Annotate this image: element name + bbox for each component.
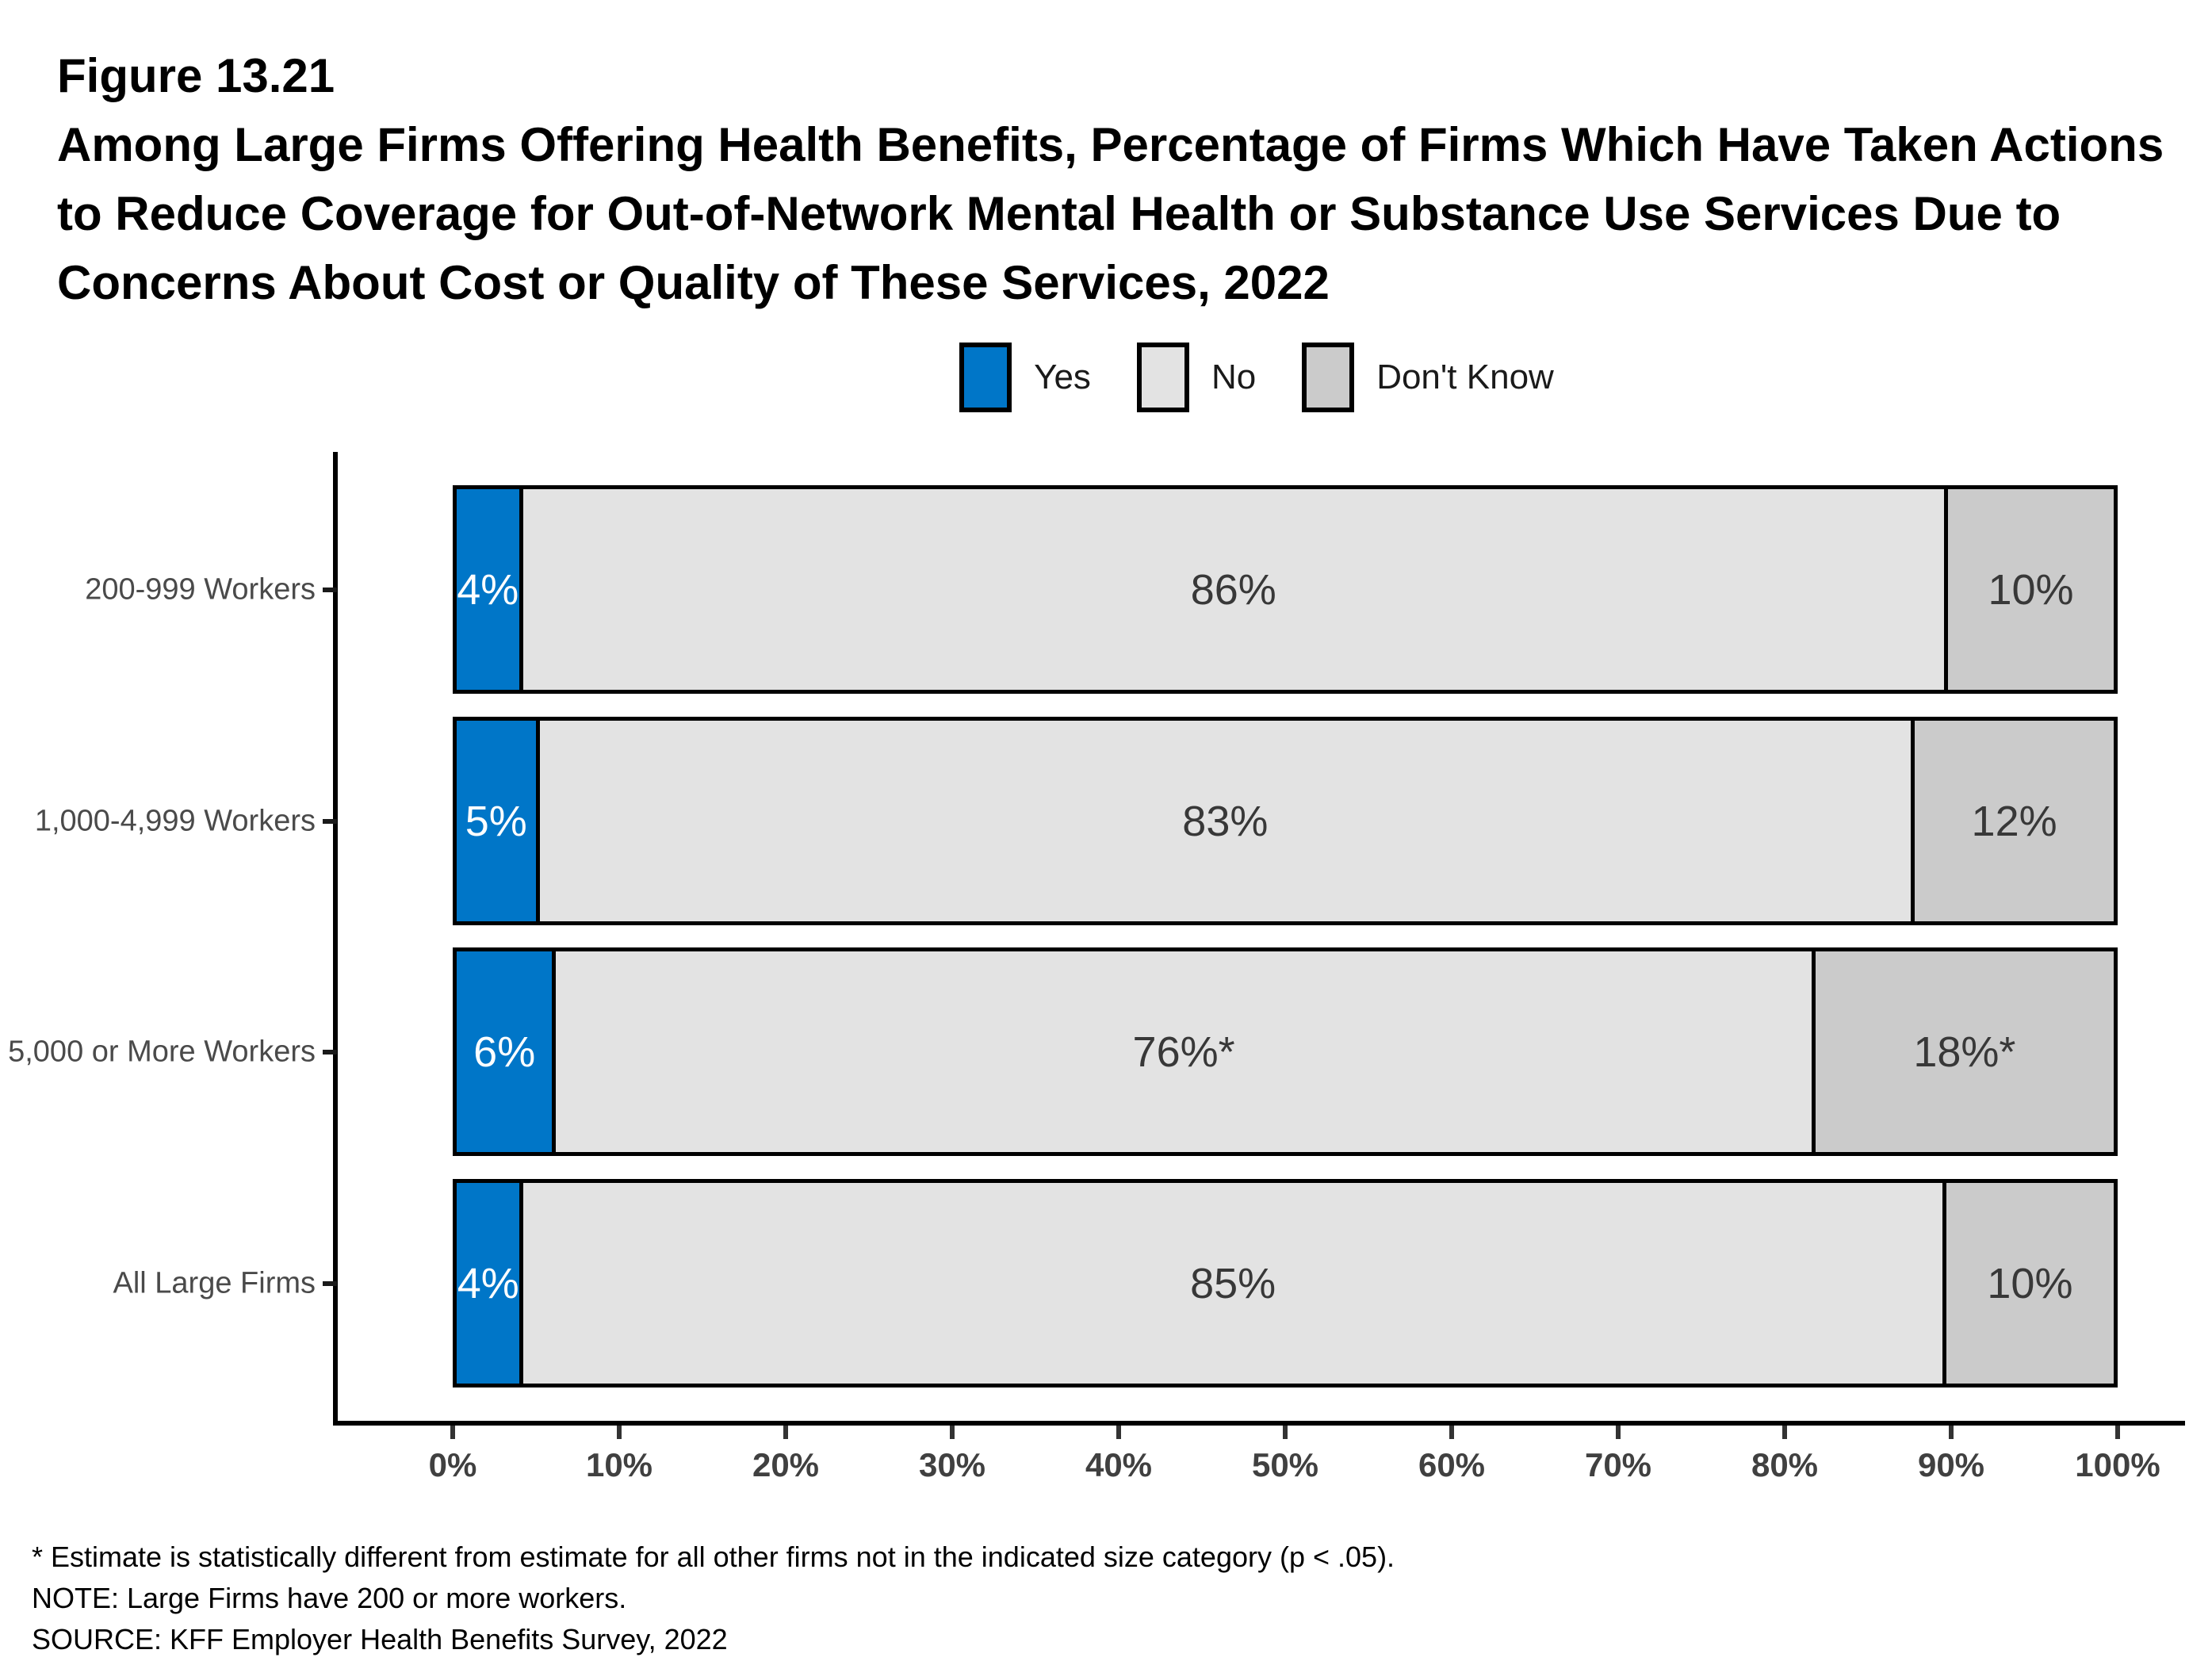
category-label: 200-999 Workers bbox=[85, 572, 316, 606]
legend-label: No bbox=[1211, 358, 1257, 396]
bar-segment-label: 5% bbox=[465, 797, 527, 845]
x-tick-label: 80% bbox=[1751, 1446, 1819, 1483]
bar-segment-no: 85% bbox=[523, 1183, 1946, 1384]
bar-segment-no: 86% bbox=[522, 489, 1948, 690]
bar-row: 1,000-4,999 Workers 5% 83% 12% bbox=[35, 717, 2118, 925]
bar-row: 5,000 or More Workers 6% 76%* 18%* bbox=[8, 947, 2118, 1156]
category-label: 1,000-4,999 Workers bbox=[34, 804, 316, 837]
x-tick-label: 70% bbox=[1584, 1446, 1652, 1483]
category-tick bbox=[323, 1280, 337, 1286]
bar-segment-label: 4% bbox=[457, 565, 519, 614]
bar-segment-yes: 5% bbox=[457, 721, 540, 921]
x-tick-label: 30% bbox=[918, 1446, 986, 1483]
x-axis-line bbox=[333, 1421, 2185, 1426]
bar-segment-label: 85% bbox=[1190, 1259, 1276, 1307]
legend-item-don-t-know: Don't Know bbox=[1302, 343, 1554, 412]
legend-swatch bbox=[959, 343, 1012, 412]
x-tick-mark bbox=[1949, 1426, 1954, 1439]
x-tick-label: 0% bbox=[428, 1446, 477, 1483]
bar-segment-label: 86% bbox=[1190, 565, 1276, 614]
x-tick-mark bbox=[1782, 1426, 1787, 1439]
x-tick-mark bbox=[1616, 1426, 1621, 1439]
legend-item-yes: Yes bbox=[959, 343, 1091, 412]
footnote-source: SOURCE: KFF Employer Health Benefits Sur… bbox=[32, 1623, 728, 1655]
bar-segment-no: 76%* bbox=[556, 951, 1816, 1152]
bar-segment-label: 12% bbox=[1971, 797, 2057, 845]
bar-segment-label: 6% bbox=[473, 1028, 536, 1076]
figure-number: Figure 13.21 bbox=[57, 49, 335, 102]
category-label: 5,000 or More Workers bbox=[8, 1035, 316, 1068]
category-tick bbox=[323, 818, 337, 824]
figure-title-line-3: Concerns About Cost or Quality of These … bbox=[57, 256, 1330, 309]
x-tick-mark bbox=[450, 1426, 455, 1439]
bar-row: 200-999 Workers 4% 86% 10% bbox=[85, 485, 2118, 694]
bar-segment-no: 83% bbox=[539, 721, 1915, 921]
bar-segment-don-t-know: 10% bbox=[1946, 1183, 2114, 1384]
bar-segment-label: 4% bbox=[457, 1259, 519, 1307]
bar-segment-label: 10% bbox=[1987, 1259, 2073, 1307]
figure-title-line-2: to Reduce Coverage for Out-of-Network Me… bbox=[57, 187, 2061, 240]
legend-swatch bbox=[1136, 343, 1189, 412]
legend-label: Yes bbox=[1034, 358, 1091, 396]
x-tick-label: 20% bbox=[752, 1446, 820, 1483]
x-tick-label: 100% bbox=[2075, 1446, 2160, 1483]
bar-rows: 200-999 Workers 4% 86% 10% 1,000-4,999 Worke… bbox=[8, 0, 2118, 1427]
legend-label: Don't Know bbox=[1376, 358, 1554, 396]
bar-segment-label: 76%* bbox=[1132, 1028, 1235, 1076]
x-tick-mark bbox=[783, 1426, 788, 1439]
title-block: Figure 13.21 Among Large Firms Offering … bbox=[57, 41, 2166, 317]
bar-segment-yes: 4% bbox=[457, 1183, 524, 1384]
x-tick-label: 60% bbox=[1418, 1446, 1486, 1483]
x-tick-mark bbox=[950, 1426, 955, 1439]
category-tick bbox=[323, 1049, 337, 1054]
x-tick-mark bbox=[1283, 1426, 1288, 1439]
x-tick-mark bbox=[1449, 1426, 1454, 1439]
category-label: All Large Firms bbox=[113, 1266, 316, 1299]
bar-segment-label: 10% bbox=[1988, 565, 2074, 614]
x-tick-label: 40% bbox=[1085, 1446, 1153, 1483]
legend-item-no: No bbox=[1136, 343, 1257, 412]
bar-segment-yes: 6% bbox=[457, 951, 557, 1152]
bar-segment-label: 83% bbox=[1182, 797, 1269, 845]
x-tick-label: 10% bbox=[585, 1446, 653, 1483]
y-axis-line bbox=[333, 452, 338, 1426]
bar-segment-label: 18%* bbox=[1913, 1028, 2016, 1076]
bar-segment-don-t-know: 10% bbox=[1947, 489, 2114, 690]
figure-title-line-1: Among Large Firms Offering Health Benefi… bbox=[57, 118, 2164, 171]
bar-row: All Large Firms 4% 85% 10% bbox=[113, 1179, 2118, 1388]
legend-swatch bbox=[1302, 343, 1355, 412]
x-tick-mark bbox=[1116, 1426, 1121, 1439]
x-tick-label: 90% bbox=[1917, 1446, 1985, 1483]
x-tick-mark bbox=[617, 1426, 622, 1439]
x-tick-mark bbox=[2115, 1426, 2120, 1439]
footnote-asterisk: * Estimate is statistically different fr… bbox=[32, 1541, 1395, 1573]
footnote-note: NOTE: Large Firms have 200 or more worke… bbox=[32, 1582, 627, 1614]
bar-segment-don-t-know: 12% bbox=[1915, 721, 2114, 921]
bar-segment-don-t-know: 18%* bbox=[1815, 951, 2114, 1152]
x-tick-label: 50% bbox=[1251, 1446, 1319, 1483]
footnotes: * Estimate is statistically different fr… bbox=[32, 1537, 1395, 1660]
bar-segment-yes: 4% bbox=[457, 489, 523, 690]
legend: Yes No Don't Know bbox=[333, 343, 2180, 412]
category-tick bbox=[323, 587, 337, 592]
